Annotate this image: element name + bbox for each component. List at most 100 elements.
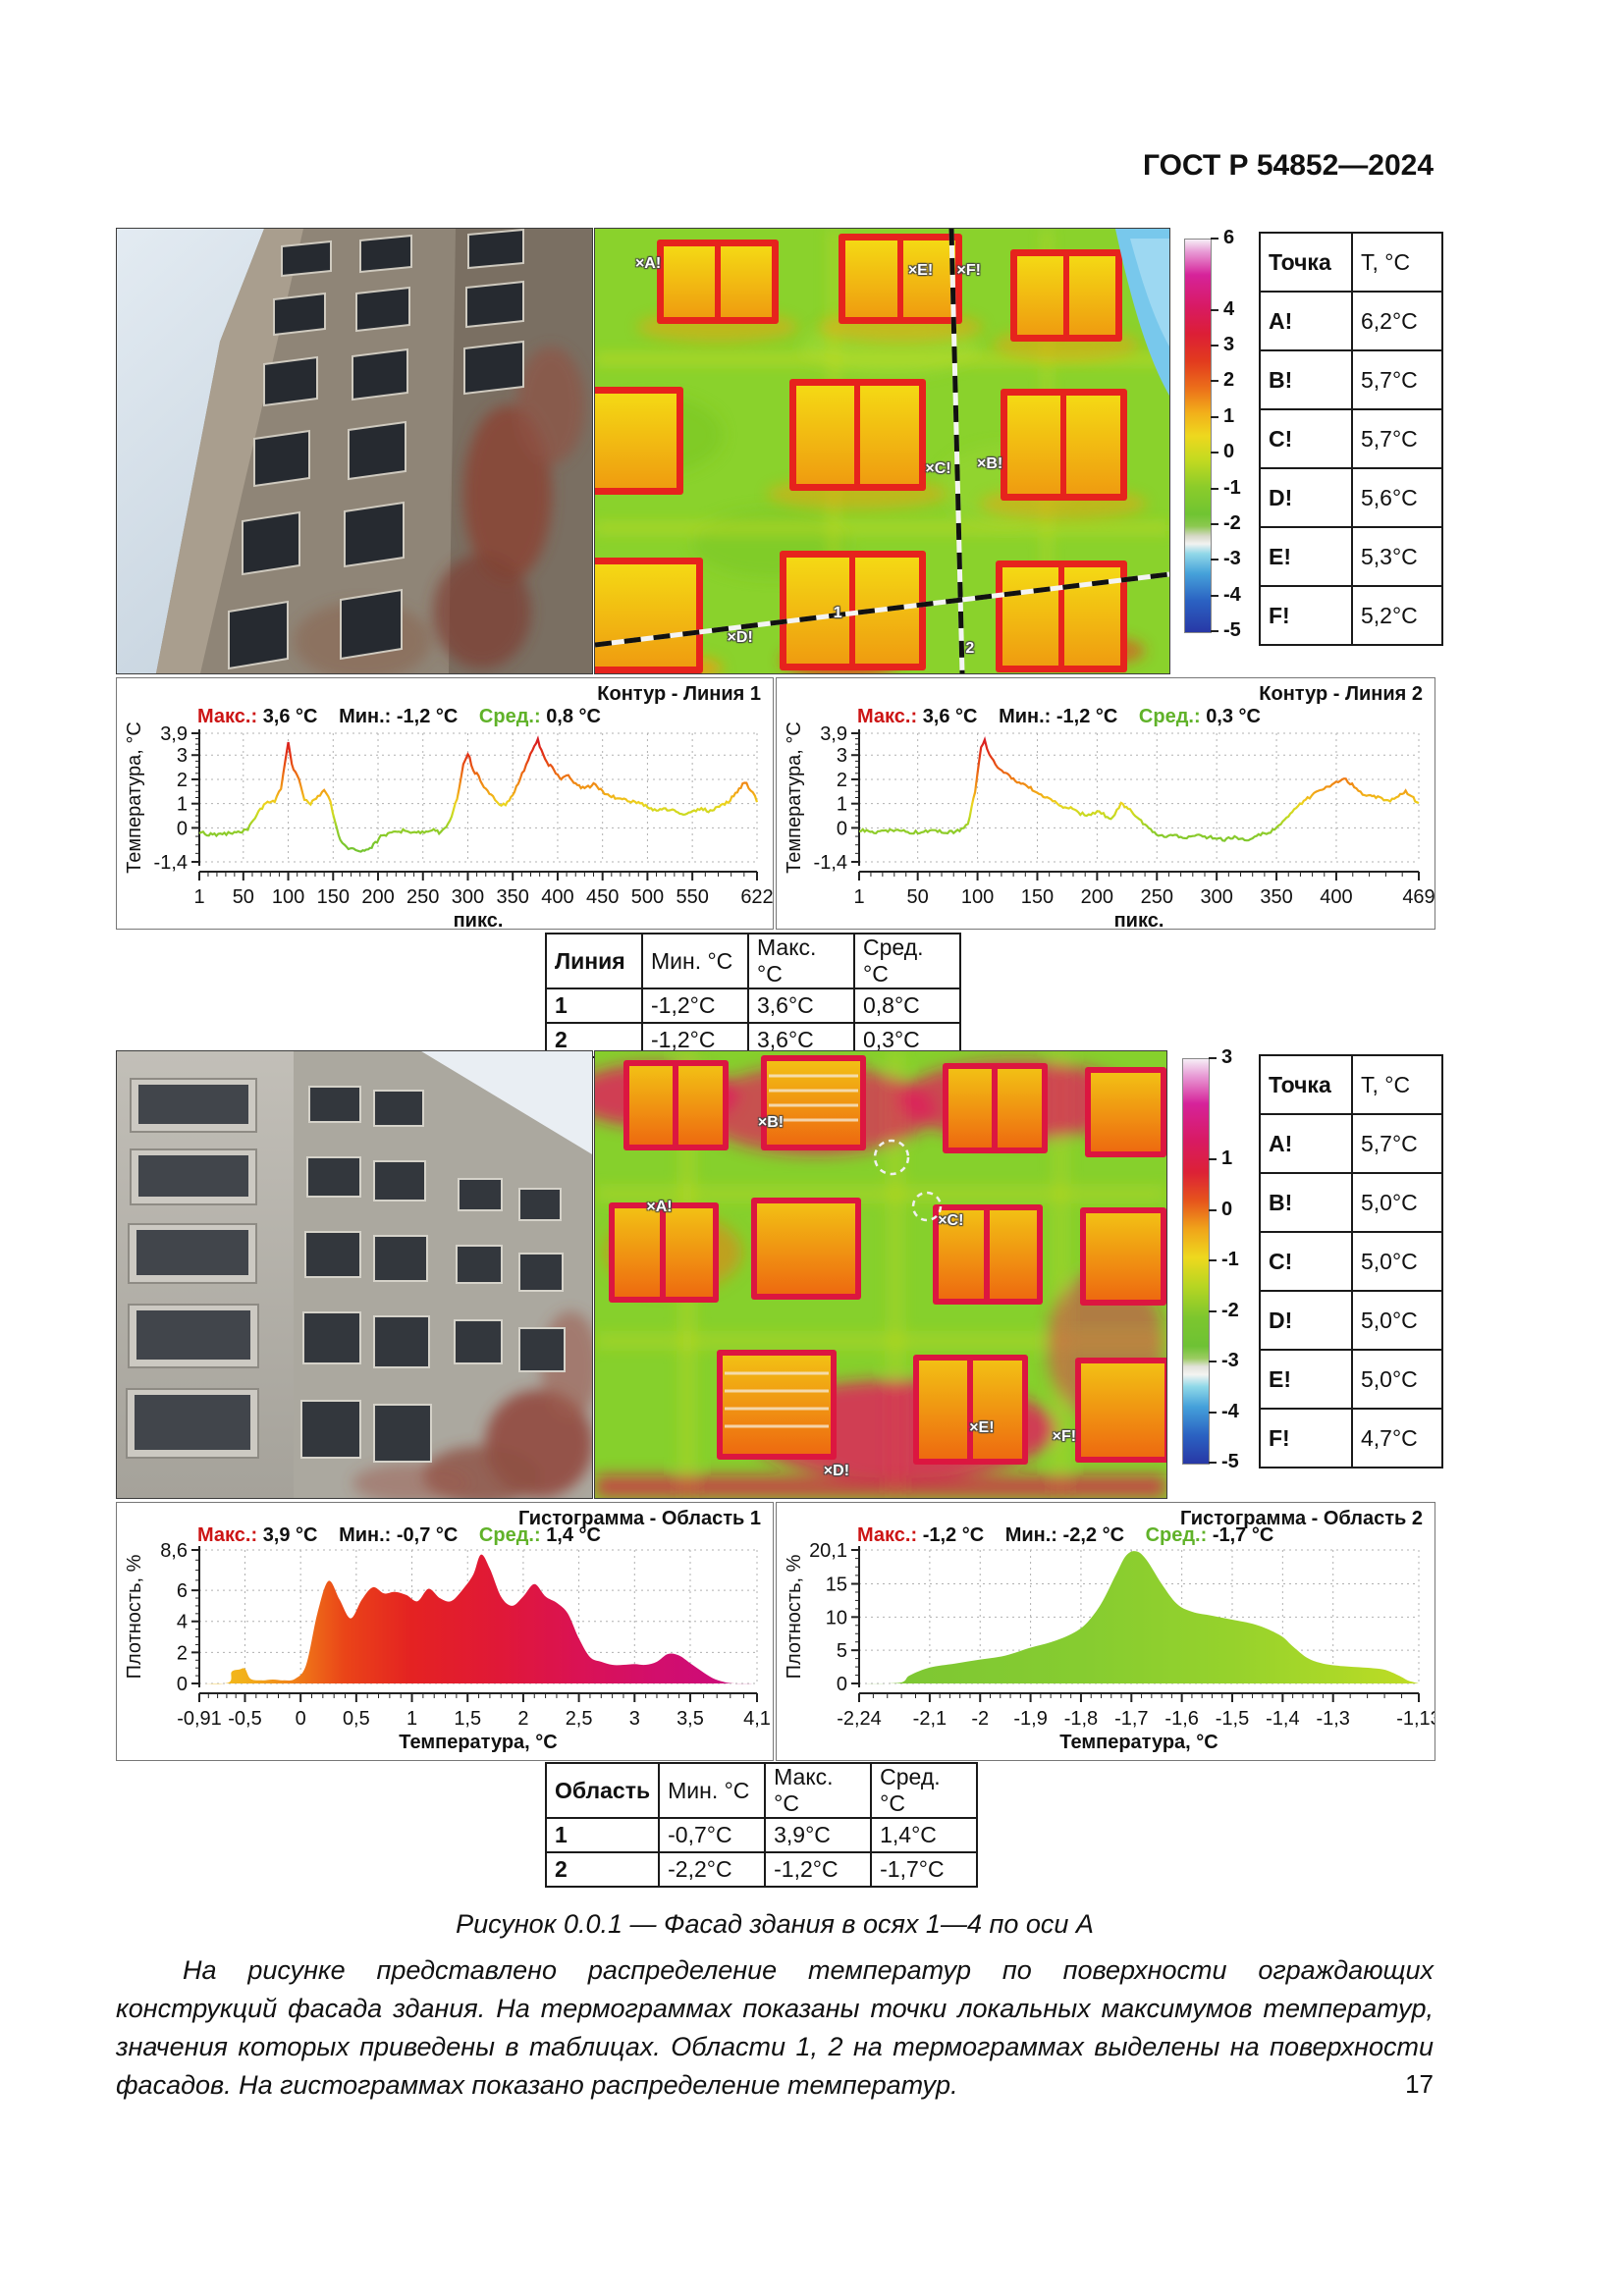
svg-text:3: 3 (629, 1708, 640, 1730)
table-row: A! 5,7°C (1259, 1113, 1443, 1174)
svg-text:8,6: 8,6 (160, 1540, 188, 1562)
stat-min-value: -1,2 °С (396, 706, 459, 727)
column-header: Область (544, 1762, 661, 1819)
contour-chart-2: Контур - Линия 2 Макс.: 3,6 °С Мин.: -1,… (776, 677, 1435, 930)
column-header: Макс. °С (764, 1762, 873, 1819)
table-cell: 5,2°C (1351, 585, 1443, 646)
stat-max-value: 3,6 °С (922, 706, 978, 727)
table-row: F! 5,2°C (1259, 585, 1443, 646)
table-cell: E! (1259, 526, 1353, 587)
scale-tick (1211, 630, 1218, 632)
table-cell: D! (1259, 467, 1353, 528)
svg-text:-1,4: -1,4 (1266, 1708, 1299, 1730)
svg-text:300: 300 (452, 886, 484, 908)
svg-text:350: 350 (497, 886, 529, 908)
svg-text:469: 469 (1402, 886, 1435, 908)
thermogram-2: ×B! ×A! ×C! ×E! ×F! ×D! (594, 1050, 1167, 1499)
table-cell: -1,2°C (641, 988, 749, 1024)
svg-text:5: 5 (837, 1640, 847, 1662)
svg-text:Температура, °С: Температура, °С (124, 721, 145, 874)
table-cell: 1,4°C (870, 1817, 979, 1853)
table-cell: F! (1259, 585, 1353, 646)
svg-text:550: 550 (676, 886, 708, 908)
table-cell: 5,0°C (1351, 1231, 1443, 1292)
svg-text:6: 6 (177, 1580, 188, 1602)
table-cell: C! (1259, 408, 1353, 469)
svg-text:450: 450 (586, 886, 619, 908)
histogram-chart-2: Гистограмма - Область 2 Макс.: -1,2 °С М… (776, 1502, 1435, 1761)
histogram-chart-1: Гистограмма - Область 1 Макс.: 3,9 °С Ми… (116, 1502, 774, 1761)
table-cell: 3,9°C (764, 1817, 873, 1853)
svg-text:250: 250 (406, 886, 439, 908)
measure-point-marker: ×D! (727, 628, 753, 646)
scale-tick-label: -2 (1223, 511, 1241, 534)
svg-text:-1,4: -1,4 (814, 852, 847, 874)
stat-max-label: Макс.: (197, 706, 258, 727)
svg-text:-2,1: -2,1 (913, 1708, 947, 1730)
table-row: D! 5,0°C (1259, 1290, 1443, 1351)
svg-text:2: 2 (177, 1642, 188, 1664)
table-cell: -1,2°C (764, 1851, 873, 1888)
points-table-2: Точка T, °C A! 5,7°C B! 5,0°C C! 5,0°C D! 5,0°C E!… (1259, 1054, 1443, 1468)
temperature-scale-1: 6 4 3 2 1 0 -1 -2 -3 -4 -5 (1184, 227, 1257, 641)
column-header: Сред. °С (870, 1762, 979, 1819)
svg-text:Температура, °С: Температура, °С (1059, 1732, 1218, 1753)
region-circle-annotations (873, 1139, 943, 1222)
svg-text:100: 100 (272, 886, 304, 908)
table-cell: 1 (545, 988, 643, 1024)
table-header-row: Точка T, °C (1259, 232, 1443, 293)
scale-tick (1209, 1158, 1217, 1160)
table-row: 2 -2,2°C -1,2°C -1,7°C (544, 1851, 979, 1888)
contour-line-markers (595, 229, 1169, 673)
scale-tick-label: 0 (1221, 1198, 1233, 1220)
table-cell: 5,7°C (1351, 1113, 1443, 1174)
stat-max-value: 3,6 °С (262, 706, 318, 727)
scale-tick (1211, 308, 1218, 311)
table-row: A! 6,2°C (1259, 291, 1443, 351)
thermogram-1-windows-group (595, 234, 1147, 673)
svg-text:3: 3 (177, 745, 188, 767)
table-cell: 2 (544, 1851, 661, 1888)
table-row: B! 5,7°C (1259, 349, 1443, 410)
svg-text:2: 2 (177, 770, 188, 791)
table-cell: 5,3°C (1351, 526, 1443, 587)
chart-title: Контур - Линия 1 (597, 683, 761, 705)
column-header: Точка (1259, 232, 1353, 293)
photo2-balconies-group (126, 1078, 259, 1459)
column-header: Макс. °С (747, 933, 855, 989)
scale-tick-label: 0 (1223, 441, 1235, 463)
svg-text:1: 1 (406, 1708, 417, 1730)
figure-caption: Рисунок 0.0.1 — Фасад здания в осях 1—4 … (456, 1909, 1094, 1939)
measure-point-marker: ×C! (925, 459, 951, 477)
scale-tick-label: -5 (1223, 619, 1241, 641)
scale-tick (1209, 1411, 1217, 1414)
svg-text:Температура, °С: Температура, °С (399, 1732, 557, 1753)
column-header: Мин. °С (658, 1762, 767, 1819)
svg-text:100: 100 (961, 886, 994, 908)
contour-line-label: 1 (833, 604, 842, 621)
scale-tick (1211, 238, 1218, 240)
scale-tick-label: 4 (1223, 297, 1235, 320)
photo2-windows-group (300, 1086, 566, 1463)
table-cell: 5,7°C (1351, 349, 1443, 410)
column-header: T, °C (1351, 1054, 1443, 1115)
table-cell: F! (1259, 1408, 1353, 1468)
stat-avg-label: Сред.: (1145, 1524, 1208, 1546)
temperature-scale-2: 3 1 0 -1 -2 -3 -4 -5 (1182, 1046, 1255, 1472)
scale-gradient-bar (1182, 1058, 1210, 1465)
table-cell: 1 (544, 1817, 661, 1853)
lines-stats-table: Линия Мин. °С Макс. °С Сред. °С 1 -1,2°C 3,6°C… (545, 933, 961, 1058)
measure-point-marker: ×E! (907, 261, 934, 279)
chart-stats: Макс.: -1,2 °С Мин.: -2,2 °С Сред.: -1,7… (857, 1524, 1289, 1547)
stat-min-label: Мин.: (1004, 1524, 1057, 1546)
scale-tick (1209, 1309, 1217, 1312)
stat-max-label: Макс.: (857, 1524, 918, 1546)
scale-tick-label: 2 (1223, 369, 1235, 392)
svg-text:0: 0 (177, 1674, 188, 1695)
stat-min-value: -1,2 °С (1056, 706, 1118, 727)
svg-text:10: 10 (826, 1607, 847, 1629)
svg-text:250: 250 (1141, 886, 1173, 908)
